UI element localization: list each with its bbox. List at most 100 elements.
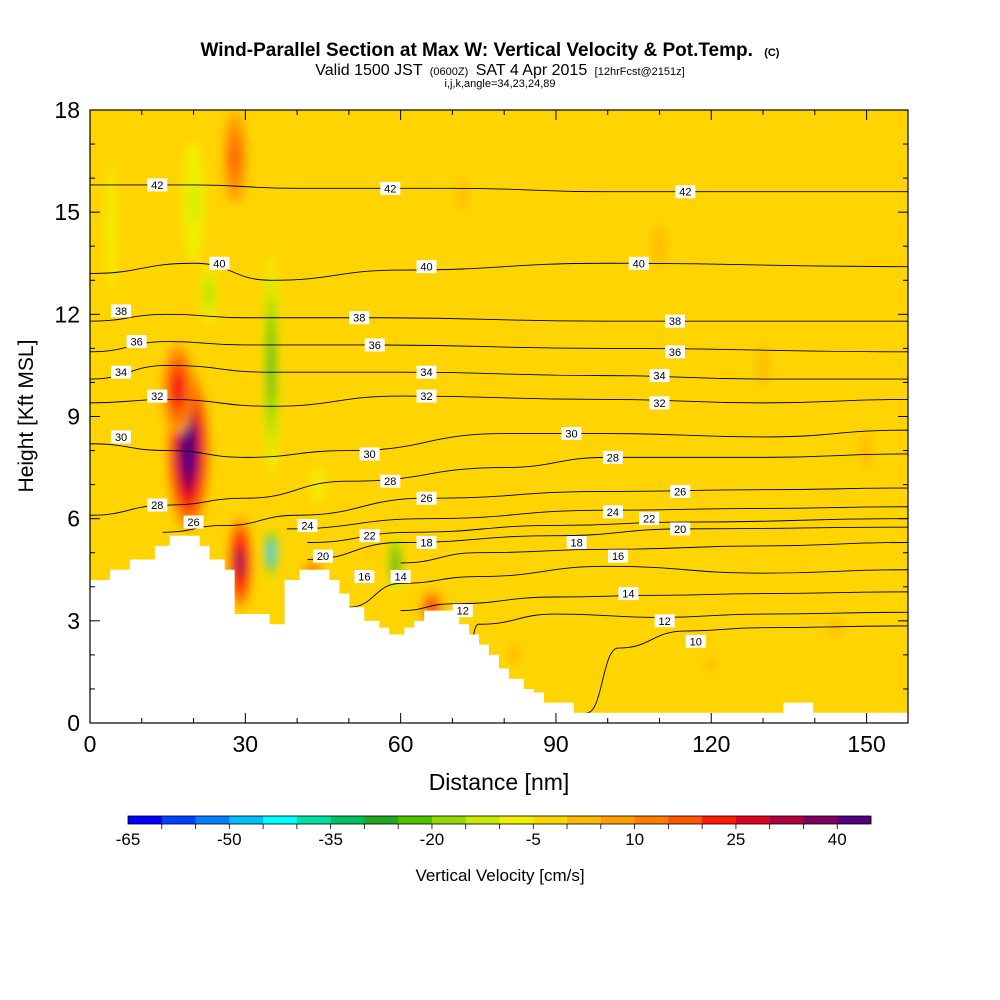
colorbar-swatch-2 [195, 816, 230, 824]
y-tick-label-15: 15 [54, 199, 80, 225]
contour-label-box-30 [639, 512, 660, 526]
x-tick-label-150: 150 [847, 731, 885, 757]
contour-label-34: 34 [115, 367, 127, 379]
plot-area: 42 42 42 40 40 40 38 38 38 36 36 36 34 34 34 32 32 32 30 30… [90, 110, 908, 723]
colorbar-swatch-6 [330, 816, 365, 824]
chart-title-text: Wind-Parallel Section at Max W: Vertical… [201, 40, 753, 61]
y-axis-label: Height [Kft MSL] [15, 340, 38, 493]
contour-label-box-3 [209, 256, 230, 270]
contour-label-box-35 [354, 570, 375, 584]
isentrope-10 [586, 625, 908, 714]
contour-label-box-16 [416, 389, 437, 403]
contour-label-box-21 [147, 498, 168, 512]
y-tick-label-6: 6 [67, 506, 80, 532]
contour-label-36: 36 [669, 347, 681, 359]
contour-label-box-11 [665, 345, 686, 359]
contour-label-40: 40 [213, 258, 225, 270]
colorbar-label-10: 10 [625, 830, 644, 849]
contour-label-box-31 [312, 549, 333, 563]
contour-label-16: 16 [612, 551, 624, 563]
contour-label-30: 30 [565, 429, 577, 441]
colorbar-swatch-11 [499, 816, 534, 824]
x-tick-label-0: 0 [84, 731, 97, 757]
subtitle-utc: (0600Z) [430, 66, 469, 78]
contour-label-box-18 [111, 430, 132, 444]
contour-label-42: 42 [151, 180, 163, 192]
colorbar-swatch-13 [567, 816, 602, 824]
velocity-cell-10-2 [108, 201, 113, 257]
colorbar-label-40: 40 [828, 830, 847, 849]
velocity-cell-14-0 [653, 225, 666, 267]
y-tick-label-9: 9 [67, 404, 80, 430]
contour-label-box-26 [670, 484, 691, 498]
colorbar-swatch-0 [128, 816, 163, 824]
x-tick-label-30: 30 [233, 731, 259, 757]
velocity-cell-16-0 [757, 344, 769, 386]
contour-label-box-6 [111, 304, 132, 318]
colorbar-label: Vertical Velocity [cm/s] [415, 866, 584, 885]
contour-label-40: 40 [633, 258, 645, 270]
isentrope-34 [90, 364, 908, 380]
terrain-mask [90, 535, 908, 723]
contour-label-box-5 [628, 256, 649, 270]
contour-label-box-13 [416, 365, 437, 379]
contour-label-12: 12 [659, 616, 671, 628]
contour-label-20: 20 [674, 524, 686, 536]
colorbar-swatch-19 [769, 816, 804, 824]
velocity-cell-15-0 [458, 178, 467, 213]
velocity-cell-19-0 [706, 658, 717, 672]
vertical-velocity-shading [103, 112, 872, 672]
chart-title-mark: (C) [764, 47, 780, 59]
contour-label-24: 24 [607, 507, 619, 519]
colorbar-swatch-4 [263, 816, 298, 824]
contour-label-box-37 [390, 570, 411, 584]
contour-label-30: 30 [115, 432, 127, 444]
contour-label-box-41 [685, 634, 706, 648]
contour-label-26: 26 [187, 517, 199, 529]
velocity-cell-12-2 [315, 476, 321, 493]
colorbar-swatch-10 [465, 816, 500, 824]
x-axis: 0 30 60 90 120 150 [84, 110, 886, 757]
colorbar-label--65: -65 [116, 830, 141, 849]
colorbar-swatch-16 [668, 816, 703, 824]
contour-label-box-33 [416, 536, 437, 550]
colorbar-label--5: -5 [526, 830, 541, 849]
contour-label-38: 38 [669, 316, 681, 328]
contour-label-42: 42 [679, 187, 691, 199]
contour-label-16: 16 [358, 572, 370, 584]
contour-label-box-19 [359, 447, 380, 461]
contour-label-36: 36 [369, 340, 381, 352]
colorbar-swatch-5 [296, 816, 331, 824]
chart-subtitle-indices: i,j,k,angle=34,23,24,89 [444, 78, 555, 90]
isentrope-40 [90, 262, 908, 281]
colorbar-swatch-14 [600, 816, 635, 824]
contour-label-20: 20 [317, 551, 329, 563]
colorbar-swatch-20 [803, 816, 838, 824]
isentrope-22 [307, 518, 908, 543]
contour-label-26: 26 [420, 493, 432, 505]
x-tick-label-120: 120 [692, 731, 730, 757]
title-block: Wind-Parallel Section at Max W: Vertical… [201, 40, 780, 90]
contour-label-box-36 [608, 549, 629, 563]
y-tick-label-3: 3 [67, 608, 80, 634]
colorbar-label--20: -20 [420, 830, 445, 849]
contour-label-34: 34 [420, 367, 432, 379]
contour-label-box-12 [111, 365, 132, 379]
velocity-cell-13-0 [366, 547, 373, 559]
contour-label-box-17 [649, 396, 670, 410]
contour-label-18: 18 [420, 538, 432, 550]
contour-label-box-28 [602, 505, 623, 519]
isentrope-18 [400, 542, 908, 564]
colorbar-swatch-8 [398, 816, 433, 824]
x-axis-label: Distance [nm] [429, 769, 570, 795]
velocity-cell-4-3 [429, 603, 435, 612]
contour-label-box-22 [380, 474, 401, 488]
velocity-cell-20-0 [829, 619, 842, 636]
contour-label-22: 22 [363, 531, 375, 543]
velocity-cell-18-0 [509, 643, 520, 666]
contour-label-36: 36 [130, 337, 142, 349]
contour-label-box-4 [416, 260, 437, 274]
contour-label-box-2 [675, 185, 696, 199]
velocity-cell-6-5 [269, 334, 274, 397]
